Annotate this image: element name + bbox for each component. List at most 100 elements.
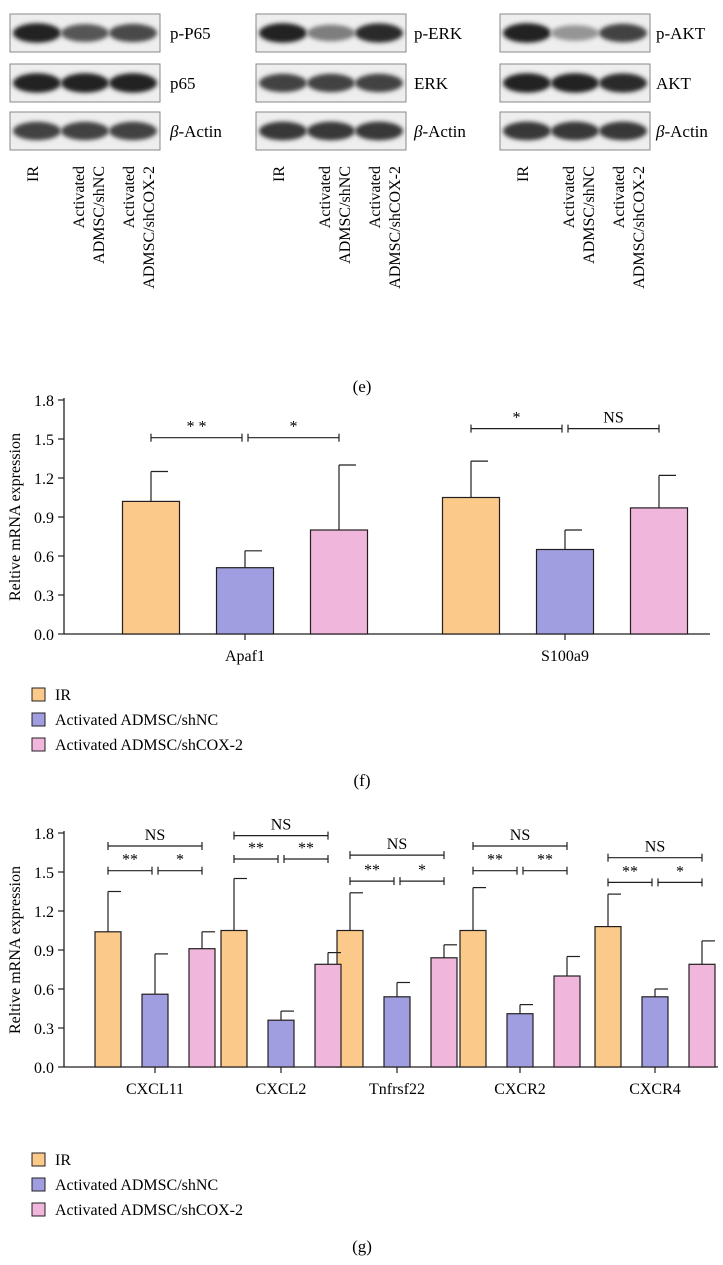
bar — [309, 529, 369, 635]
lane-label: ADMSC/shNC — [581, 166, 598, 264]
blot-marker-label: p-AKT — [656, 24, 706, 43]
significance-label: NS — [387, 836, 407, 853]
bar — [441, 496, 501, 635]
y-tick-label: 0.0 — [34, 627, 54, 644]
y-tick-label: 1.5 — [34, 432, 54, 449]
blot-band — [259, 23, 307, 43]
blot-band — [355, 73, 403, 93]
bar — [430, 957, 458, 1068]
x-tick-label: CXCR2 — [494, 1081, 546, 1098]
lane-label: Activated — [71, 166, 88, 228]
significance-label: * — [176, 852, 184, 869]
blot-marker-label: β-Actin — [655, 122, 708, 141]
blot-band — [109, 23, 157, 43]
y-tick-label: 1.5 — [34, 865, 54, 882]
significance-label: * — [290, 419, 298, 436]
bar — [94, 931, 122, 1068]
blot-marker-label: AKT — [656, 74, 692, 93]
blot-band — [307, 24, 355, 42]
bar — [459, 929, 487, 1068]
bar — [594, 925, 622, 1068]
significance-label: NS — [510, 827, 530, 844]
lane-label: Activated — [317, 166, 334, 228]
y-tick-label: 0.3 — [34, 1021, 54, 1038]
y-tick-label: 0.6 — [34, 549, 54, 566]
y-axis-label: Reltive mRNA expression — [7, 866, 24, 1034]
x-tick-label: Tnfrsf22 — [369, 1081, 425, 1098]
legend-label: IR — [55, 687, 71, 704]
legend-swatch — [31, 1202, 46, 1217]
lane-label: ADMSC/shCOX-2 — [631, 166, 648, 289]
bar — [506, 1013, 534, 1068]
x-tick-label: S100a9 — [541, 648, 589, 665]
y-tick-label: 1.8 — [34, 826, 54, 843]
blot-band — [307, 73, 355, 93]
panel-f-caption: (f) — [354, 771, 371, 790]
blot-marker-label: p-ERK — [414, 24, 463, 43]
bar — [267, 1019, 295, 1068]
y-tick-label: 1.2 — [34, 904, 54, 921]
bar — [629, 507, 689, 635]
blot-band — [599, 23, 647, 43]
lane-label: ADMSC/shCOX-2 — [141, 166, 158, 289]
bar — [641, 996, 669, 1068]
significance-label: NS — [145, 827, 165, 844]
lane-label: ADMSC/shCOX-2 — [387, 166, 404, 289]
lane-label: IR — [271, 166, 288, 182]
bar — [553, 975, 581, 1068]
significance-label: * * — [187, 419, 207, 436]
blot-band — [109, 121, 157, 141]
bar — [215, 567, 275, 635]
blot-marker-label: β-Actin — [413, 122, 466, 141]
significance-label: * — [676, 863, 684, 880]
blot-band — [551, 25, 599, 41]
bar — [535, 548, 595, 635]
y-tick-label: 0.9 — [34, 943, 54, 960]
lane-label: IR — [25, 166, 42, 182]
blot-band — [109, 73, 157, 93]
bar — [188, 948, 216, 1068]
legend-label: Activated ADMSC/shNC — [55, 1177, 218, 1194]
x-tick-label: CXCL11 — [126, 1081, 184, 1098]
legend-label: Activated ADMSC/shCOX-2 — [55, 1202, 243, 1219]
blot-band — [503, 121, 551, 141]
blot-band — [259, 121, 307, 141]
significance-label: ** — [537, 852, 553, 869]
blot-marker-label: β-Actin — [169, 122, 222, 141]
blot-band — [551, 73, 599, 93]
legend-g: IR Activated ADMSC/shNC Activated ADMSC/sh… — [31, 1152, 243, 1219]
significance-label: NS — [271, 817, 291, 834]
legend-swatch — [31, 712, 46, 727]
y-tick-label: 0.0 — [34, 1060, 54, 1077]
bar — [383, 996, 411, 1068]
blot-band — [599, 121, 647, 141]
bar — [141, 993, 169, 1068]
lane-label: ADMSC/shNC — [91, 166, 108, 264]
legend-label: Activated ADMSC/shCOX-2 — [55, 737, 243, 754]
bar — [121, 500, 181, 635]
significance-label: ** — [122, 852, 138, 869]
blot-marker-label: p65 — [170, 74, 196, 93]
legend-swatch — [31, 737, 46, 752]
x-tick-label: CXCL2 — [256, 1081, 307, 1098]
blot-band — [355, 121, 403, 141]
blot-band — [13, 23, 61, 43]
significance-label: ** — [364, 862, 380, 879]
bar — [314, 963, 342, 1068]
lane-label: Activated — [611, 166, 628, 228]
y-tick-label: 0.9 — [34, 510, 54, 527]
y-tick-label: 1.8 — [34, 393, 54, 410]
lane-label: IR — [515, 166, 532, 182]
legend-label: Activated ADMSC/shNC — [55, 712, 218, 729]
legend-swatch — [31, 1177, 46, 1192]
significance-label: NS — [603, 410, 623, 427]
blot-band — [503, 23, 551, 43]
significance-label: ** — [248, 840, 264, 857]
y-tick-label: 1.2 — [34, 471, 54, 488]
y-tick-label: 0.6 — [34, 982, 54, 999]
